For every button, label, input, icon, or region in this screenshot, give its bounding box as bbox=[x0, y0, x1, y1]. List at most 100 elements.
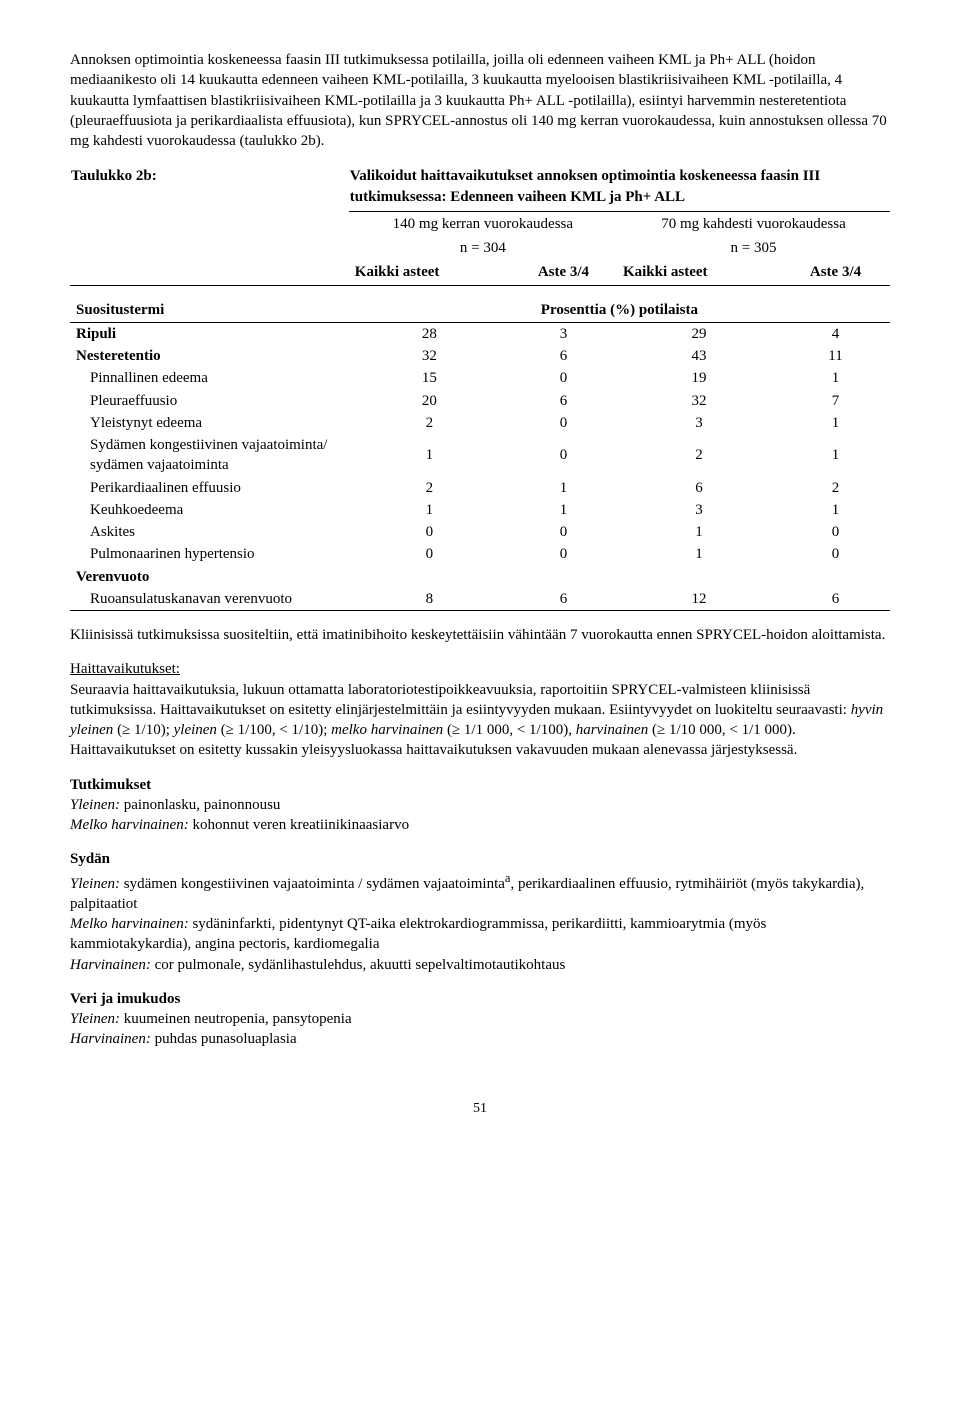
haitta-text: (≥ 1/10); bbox=[113, 722, 173, 738]
sydan-section: Sydän Yleinen: sydämen kongestiivinen va… bbox=[70, 849, 890, 975]
haittavaikutukset-paragraph: Haittavaikutukset: Seuraavia haittavaiku… bbox=[70, 659, 890, 760]
col-all-1: Kaikki asteet bbox=[349, 260, 510, 285]
row-value: 32 bbox=[349, 345, 510, 367]
row-value: 0 bbox=[781, 543, 890, 565]
row-value: 0 bbox=[781, 521, 890, 543]
row-label: Ripuli bbox=[70, 322, 349, 345]
row-value: 6 bbox=[617, 477, 781, 499]
freq-text: kuumeinen neutropenia, pansytopenia bbox=[120, 1011, 352, 1027]
suositustermi-label: Suositustermi bbox=[70, 298, 349, 322]
row-label: Perikardiaalinen effuusio bbox=[70, 477, 349, 499]
haitta-term: yleinen bbox=[174, 722, 217, 738]
row-value: 2 bbox=[349, 412, 510, 434]
row-label: Askites bbox=[70, 521, 349, 543]
veri-section: Veri ja imukudos Yleinen: kuumeinen neut… bbox=[70, 989, 890, 1050]
freq-text: painonlasku, painonnousu bbox=[120, 797, 280, 813]
row-value: 1 bbox=[617, 521, 781, 543]
table-row: Nesteretentio3264311 bbox=[70, 345, 890, 367]
freq-label: Yleinen: bbox=[70, 876, 120, 892]
row-value: 20 bbox=[349, 390, 510, 412]
table-row: Pinnallinen edeema150191 bbox=[70, 367, 890, 389]
haitta-term: harvinainen bbox=[576, 722, 649, 738]
percent-label: Prosenttia (%) potilaista bbox=[349, 298, 890, 322]
row-value: 3 bbox=[510, 322, 617, 345]
row-value: 1 bbox=[349, 499, 510, 521]
row-label: Pulmonaarinen hypertensio bbox=[70, 543, 349, 565]
row-label: Sydämen kongestiivinen vajaatoiminta/ sy… bbox=[70, 434, 349, 477]
intro-paragraph: Annoksen optimointia koskeneessa faasin … bbox=[70, 50, 890, 151]
freq-label: Yleinen: bbox=[70, 1011, 120, 1027]
freq-label: Harvinainen: bbox=[70, 1031, 151, 1047]
table-row: Verenvuoto bbox=[70, 566, 890, 588]
haitta-term: melko harvinainen bbox=[331, 722, 443, 738]
row-value: 3 bbox=[617, 499, 781, 521]
row-value: 8 bbox=[349, 588, 510, 610]
freq-label: Harvinainen: bbox=[70, 957, 151, 973]
table-row: Askites0010 bbox=[70, 521, 890, 543]
row-value: 0 bbox=[510, 434, 617, 477]
row-value: 19 bbox=[617, 367, 781, 389]
freq-text: kohonnut veren kreatiinikinaasiarvo bbox=[189, 817, 409, 833]
table-row: Pleuraeffuusio206327 bbox=[70, 390, 890, 412]
haitta-text: Seuraavia haittavaikutuksia, lukuun otta… bbox=[70, 682, 851, 718]
table-2b-group2-n: n = 305 bbox=[617, 236, 890, 260]
freq-text: cor pulmonale, sydänlihastulehdus, akuut… bbox=[151, 957, 566, 973]
freq-text: sydämen kongestiivinen vajaatoiminta / s… bbox=[120, 876, 505, 892]
col-34-2: Aste 3/4 bbox=[781, 260, 890, 285]
row-value: 2 bbox=[617, 434, 781, 477]
row-value: 0 bbox=[510, 543, 617, 565]
row-value: 6 bbox=[510, 345, 617, 367]
row-value: 1 bbox=[781, 499, 890, 521]
row-value: 6 bbox=[510, 588, 617, 610]
table-2b-title: Valikoidut haittavaikutukset annoksen op… bbox=[349, 165, 890, 211]
row-label: Keuhkoedeema bbox=[70, 499, 349, 521]
row-value: 1 bbox=[781, 367, 890, 389]
table-2b-group1-dose: 140 mg kerran vuorokaudessa bbox=[349, 211, 617, 236]
row-label: Verenvuoto bbox=[70, 566, 349, 588]
table-row: Ripuli283294 bbox=[70, 322, 890, 345]
tutkimukset-heading: Tutkimukset bbox=[70, 775, 890, 795]
col-34-1: Aste 3/4 bbox=[510, 260, 617, 285]
row-value: 1 bbox=[510, 477, 617, 499]
table-row: Yleistynyt edeema2031 bbox=[70, 412, 890, 434]
table-row: Ruoansulatuskanavan verenvuoto86126 bbox=[70, 588, 890, 610]
row-label: Yleistynyt edeema bbox=[70, 412, 349, 434]
row-label: Pinnallinen edeema bbox=[70, 367, 349, 389]
table-2b-group1-n: n = 304 bbox=[349, 236, 617, 260]
row-value: 3 bbox=[617, 412, 781, 434]
haitta-heading: Haittavaikutukset: bbox=[70, 661, 180, 677]
row-value: 1 bbox=[510, 499, 617, 521]
freq-label: Melko harvinainen: bbox=[70, 916, 189, 932]
table-row: Sydämen kongestiivinen vajaatoiminta/ sy… bbox=[70, 434, 890, 477]
table-2b-label: Taulukko 2b: bbox=[70, 165, 349, 211]
row-value: 0 bbox=[349, 543, 510, 565]
sydan-heading: Sydän bbox=[70, 849, 890, 869]
row-value: 28 bbox=[349, 322, 510, 345]
row-value: 2 bbox=[781, 477, 890, 499]
table-row: Pulmonaarinen hypertensio0010 bbox=[70, 543, 890, 565]
row-value: 1 bbox=[349, 434, 510, 477]
row-value: 6 bbox=[510, 390, 617, 412]
haitta-text: (≥ 1/100, < 1/10); bbox=[217, 722, 331, 738]
col-all-2: Kaikki asteet bbox=[617, 260, 781, 285]
row-value: 43 bbox=[617, 345, 781, 367]
row-label: Pleuraeffuusio bbox=[70, 390, 349, 412]
row-value: 1 bbox=[781, 434, 890, 477]
post-table-paragraph: Kliinisissä tutkimuksissa suositeltiin, … bbox=[70, 625, 890, 645]
row-value: 29 bbox=[617, 322, 781, 345]
table-2b-group2-dose: 70 mg kahdesti vuorokaudessa bbox=[617, 211, 890, 236]
row-value: 0 bbox=[510, 521, 617, 543]
row-label: Nesteretentio bbox=[70, 345, 349, 367]
row-value: 12 bbox=[617, 588, 781, 610]
row-value: 2 bbox=[349, 477, 510, 499]
page-number: 51 bbox=[70, 1100, 890, 1119]
row-value: 0 bbox=[510, 367, 617, 389]
row-value: 1 bbox=[781, 412, 890, 434]
row-value: 7 bbox=[781, 390, 890, 412]
freq-text: puhdas punasoluaplasia bbox=[151, 1031, 297, 1047]
freq-label: Melko harvinainen: bbox=[70, 817, 189, 833]
veri-heading: Veri ja imukudos bbox=[70, 989, 890, 1009]
row-value: 0 bbox=[349, 521, 510, 543]
haitta-text: (≥ 1/1 000, < 1/100), bbox=[443, 722, 576, 738]
row-value: 4 bbox=[781, 322, 890, 345]
